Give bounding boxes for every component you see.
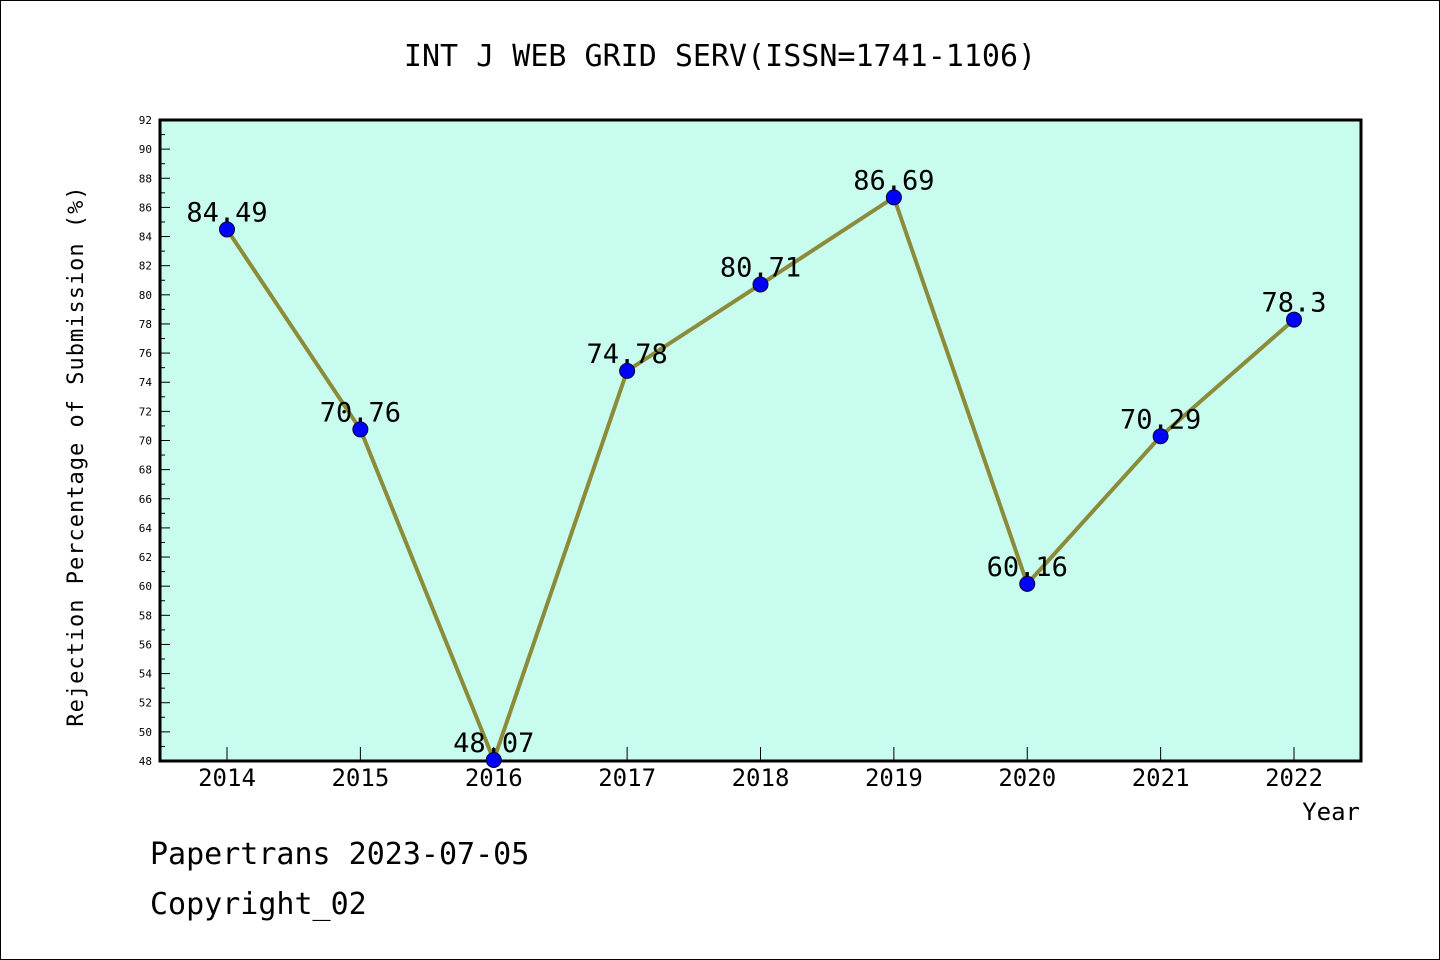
data-point [1152,428,1169,445]
y-tick-label: 84 [139,231,153,244]
x-tick-label: 2018 [732,764,790,792]
data-label: 80.71 [720,252,801,283]
chart-title: INT J WEB GRID SERV(ISSN=1741-1106) [404,39,1036,74]
series-points [219,189,1302,768]
data-label: 84.49 [186,197,267,228]
x-tick-label: 2015 [331,764,389,792]
data-point [219,221,235,238]
y-tick-label: 90 [139,143,152,156]
plot-area [158,118,1363,763]
y-tick-label: 56 [139,638,152,651]
x-axis-ticks: 2014 2015 2016 2017 2018 2019 2020 2021 2022 [198,747,1323,792]
y-tick-label: 50 [139,726,152,739]
x-tick-label: 2020 [998,764,1056,792]
data-point [485,751,502,768]
y-tick-label: 52 [139,697,152,710]
y-tick-label: 62 [139,551,152,564]
data-point [885,189,902,206]
x-tick-label: 2016 [465,764,523,792]
data-point [752,276,769,293]
y-tick-label: 92 [139,114,152,127]
y-axis-label: Rejection Percentage of Submission (%) [64,185,89,726]
y-tick-label: 54 [139,668,153,681]
data-label: 60.16 [987,552,1068,583]
y-tick-label: 48 [139,755,152,768]
y-tick-label: 74 [139,376,153,389]
x-tick-label: 2022 [1265,764,1323,792]
y-tick-label: 86 [139,201,152,214]
data-labels: 84.49 70.76 48.07 74.78 80.71 86.69 60.16 70.29… [186,165,1326,759]
data-label: 48.07 [453,728,534,759]
y-tick-label: 60 [139,580,152,593]
data-label: 70.76 [320,397,401,428]
y-tick-label: 58 [139,609,152,622]
y-tick-label: 76 [139,347,152,360]
footer-copyright: Copyright_02 [150,887,367,922]
y-tick-label: 82 [139,260,152,273]
data-point [619,362,636,379]
x-tick-label: 2019 [865,764,923,792]
y-tick-label: 72 [139,405,152,418]
data-point [352,421,369,438]
x-axis-label: Year [1302,798,1360,826]
data-label: 86.69 [853,165,934,196]
x-tick-label: 2021 [1132,764,1190,792]
y-tick-label: 80 [139,289,152,302]
data-point [1286,311,1302,328]
y-tick-label: 68 [139,464,152,477]
y-axis-ticks: 48 50 52 54 56 58 60 62 64 66 68 70 72 74 76 78 80 82 84 86… [139,114,170,768]
data-label: 74.78 [586,339,667,370]
x-tick-label: 2014 [198,764,256,792]
x-tick-label: 2017 [598,764,656,792]
data-label: 78.3 [1261,288,1326,319]
data-label: 70.29 [1120,404,1201,435]
y-tick-label: 66 [139,493,152,506]
y-tick-label: 78 [139,318,152,331]
y-tick-label: 64 [139,522,153,535]
y-tick-label: 88 [139,172,152,185]
y-tick-label: 70 [139,435,152,448]
data-point [1019,575,1036,592]
footer-date: Papertrans 2023-07-05 [150,837,529,872]
